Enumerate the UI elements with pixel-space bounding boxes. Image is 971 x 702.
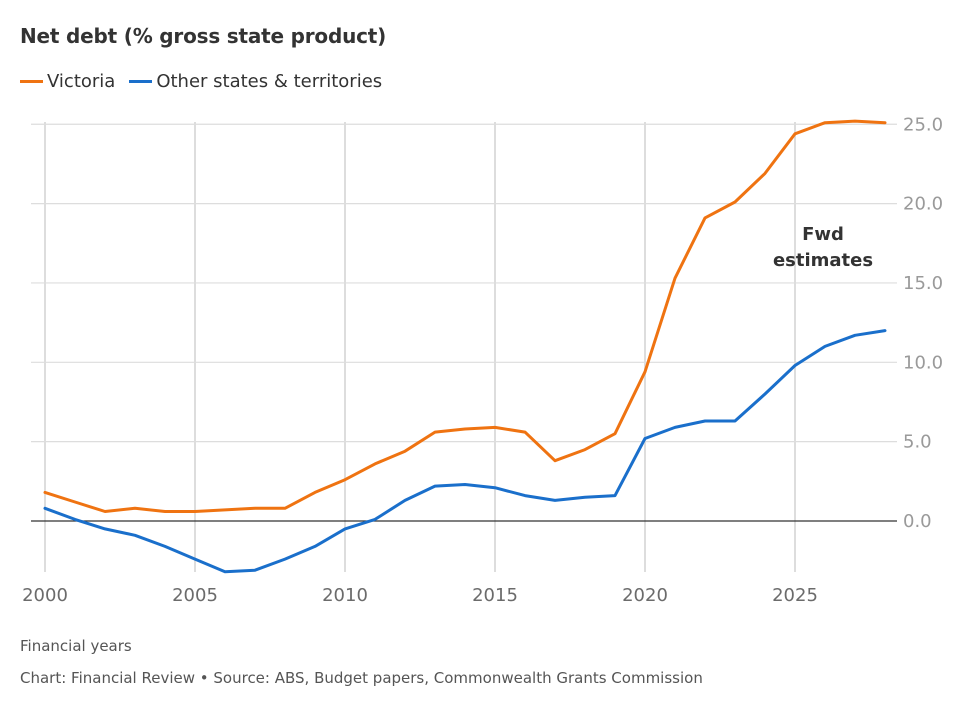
series-line-other-states [43, 329, 887, 574]
y-tick-label: 15.0 [903, 273, 943, 294]
x-tick-label: 2015 [472, 585, 518, 606]
legend-label-other-states: Other states & territories [156, 71, 383, 92]
chart-title: Net debt (% gross state product) [20, 24, 387, 48]
fwd-estimates-annotation: Fwd [802, 224, 844, 245]
y-axis-ticks: 25.0 20.0 15.0 10.0 5.0 0.0 [903, 114, 943, 532]
x-axis-ticks: 2000 2005 2010 2015 2020 2025 [22, 585, 818, 606]
y-tick-label: 20.0 [903, 194, 943, 215]
x-axis-label: Financial years [20, 637, 132, 655]
legend-item-other-states: Other states & territories [129, 71, 382, 92]
x-tick-label: 2010 [322, 585, 368, 606]
y-tick-label: 25.0 [903, 114, 943, 135]
series-line-victoria [43, 119, 887, 513]
legend-label-victoria: Victoria [47, 71, 116, 92]
x-tick-label: 2025 [772, 585, 818, 606]
x-tick-label: 2005 [172, 585, 218, 606]
vertical-gridlines [44, 122, 796, 572]
legend-item-victoria: Victoria [20, 71, 115, 92]
legend-swatch-victoria [20, 80, 43, 83]
x-tick-label: 2020 [622, 585, 668, 606]
y-tick-label: 5.0 [903, 432, 932, 453]
y-tick-label: 0.0 [903, 511, 932, 532]
y-tick-label: 10.0 [903, 352, 943, 373]
legend: Victoria Other states & territories [20, 71, 396, 92]
fwd-estimates-annotation: estimates [773, 250, 873, 271]
series-lines [43, 119, 887, 574]
source-note: Chart: Financial Review • Source: ABS, B… [20, 669, 703, 687]
annotations: Fwd estimates [773, 224, 873, 271]
legend-swatch-other-states [129, 80, 153, 83]
x-tick-label: 2000 [22, 585, 68, 606]
horizontal-gridlines [31, 123, 897, 522]
